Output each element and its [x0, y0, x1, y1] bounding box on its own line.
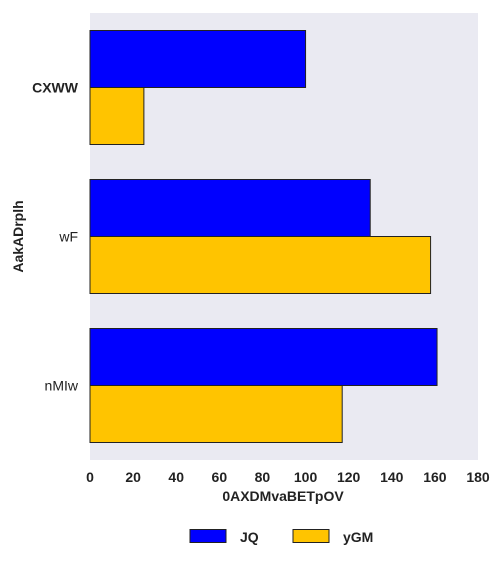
y-axis-title: AakADrplh [10, 200, 26, 272]
x-tick-label: 120 [337, 469, 361, 485]
x-tick-label: 40 [168, 469, 184, 485]
x-axis-title: 0AXDMvaBETpOV [222, 488, 344, 504]
x-tick-label: 0 [86, 469, 94, 485]
legend-label-yGM: yGM [343, 529, 373, 545]
y-tick-label: CXWW [32, 80, 79, 96]
bar-yGM-CXWW [89, 87, 145, 145]
x-tick-label: 180 [466, 469, 490, 485]
bar-JQ-CXWW [89, 30, 307, 88]
x-tick-label: 160 [423, 469, 447, 485]
y-tick-label: wF [58, 229, 78, 245]
bar-yGM-nMIw [89, 385, 343, 443]
x-tick-label: 60 [212, 469, 228, 485]
x-tick-label: 20 [125, 469, 141, 485]
x-tick-label: 100 [294, 469, 318, 485]
legend-swatch-JQ [189, 529, 227, 543]
y-tick-labels: CXWW wF nMIw [32, 80, 79, 394]
legend: JQ yGM [189, 529, 373, 545]
x-tick-label: 140 [380, 469, 404, 485]
x-tick-labels: 0 20 40 60 80 100 120 140 160 180 [86, 469, 490, 485]
legend-swatch-yGM [292, 529, 330, 543]
bars [89, 30, 438, 443]
bar-yGM-wF [89, 236, 432, 294]
legend-label-JQ: JQ [240, 529, 259, 545]
y-tick-label: nMIw [45, 378, 79, 394]
bar-JQ-nMIw [89, 328, 438, 386]
bar-JQ-wF [89, 179, 371, 237]
x-tick-label: 80 [255, 469, 271, 485]
